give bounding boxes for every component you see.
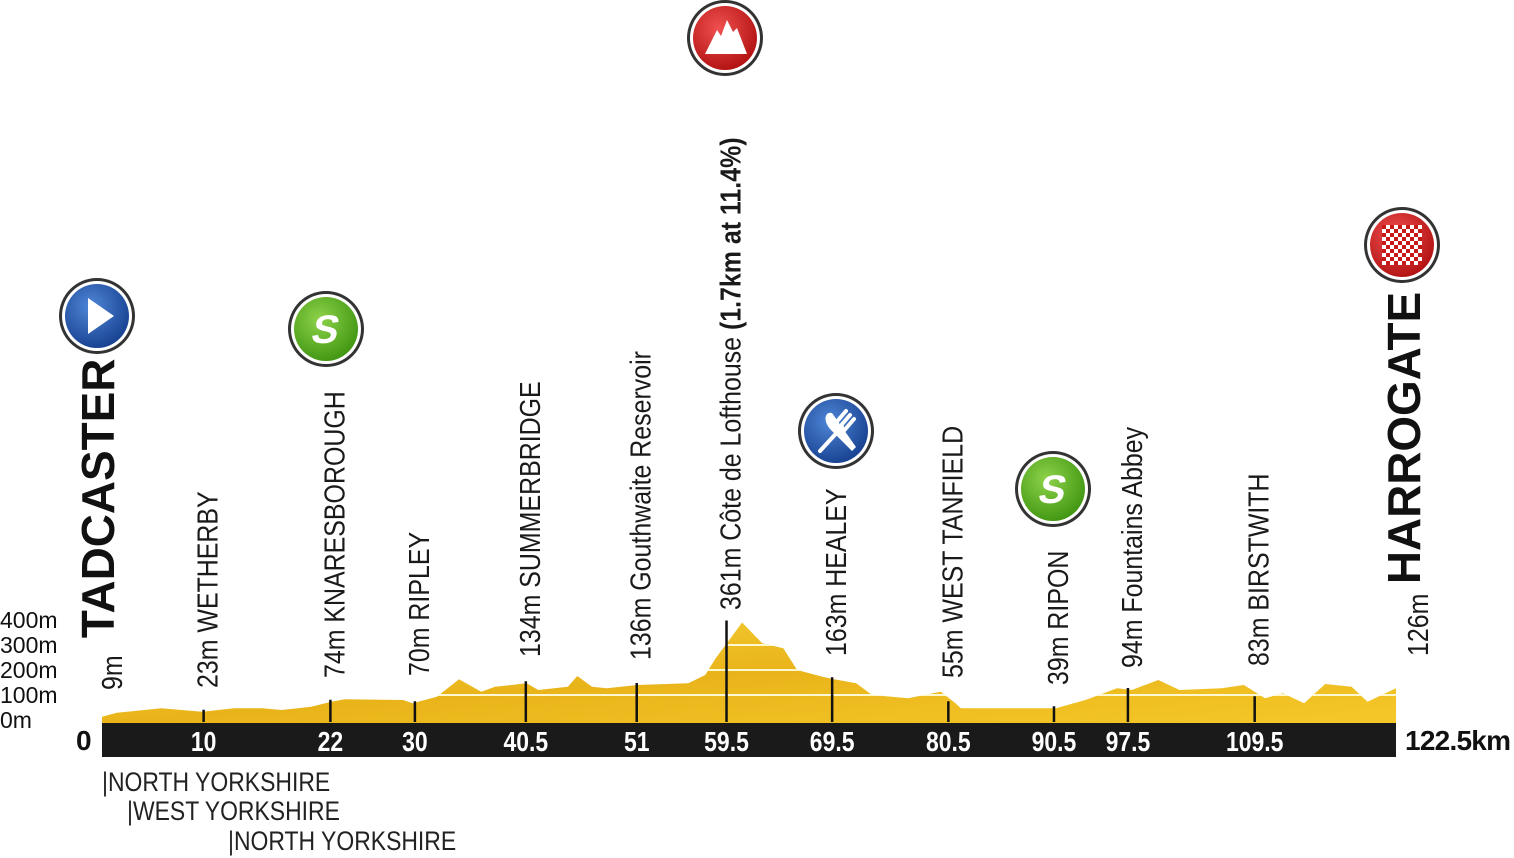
km-tick-label: 59.5 — [704, 727, 749, 758]
waypoint-altitude: 74m — [319, 623, 351, 678]
km-tick-label: 22 — [318, 727, 344, 758]
checkered-flag — [1382, 225, 1422, 265]
feed-zone-icon — [798, 393, 874, 469]
waypoint-name: RIPLEY — [403, 532, 435, 621]
waypoint-text: 134m SUMMERBRIDGE — [514, 381, 546, 657]
waypoint-name-major: TADCASTER — [72, 359, 124, 639]
waypoint-label: 163m HEALEY — [820, 488, 852, 656]
waypoint-altitude: 126m — [1402, 594, 1434, 656]
waypoint-label: 55m WEST TANFIELD — [937, 426, 969, 678]
waypoint-name: Côte de Lofthouse — [715, 337, 747, 541]
waypoint-altitude: 361m — [715, 541, 747, 610]
waypoint-label: 9m TADCASTER — [72, 359, 128, 690]
km-tick-label: 30 — [402, 727, 428, 758]
y-tick-label: 400m — [0, 607, 58, 633]
waypoint-text: 74m KNARESBOROUGH — [319, 391, 351, 678]
waypoint-altitude: 134m — [514, 588, 546, 657]
region-label: |NORTH YORKSHIRE — [228, 826, 456, 856]
waypoint-text: 83m BIRSTWITH — [1243, 473, 1275, 666]
region-label: |WEST YORKSHIRE — [127, 796, 340, 826]
icon-disc — [1021, 457, 1085, 521]
y-tick-label: 200m — [0, 657, 58, 683]
waypoint-label: 136m Gouthwaite Reservoir — [625, 351, 657, 660]
waypoint-name-major: HARROGATE — [1378, 292, 1430, 584]
waypoint-name: Fountains Abbey — [1116, 426, 1148, 612]
km-tick-label: 51 — [624, 727, 650, 758]
waypoint-name: WEST TANFIELD — [937, 426, 969, 623]
waypoint-label: 126m HARROGATE — [1378, 292, 1434, 656]
km-tick-label: 80.5 — [926, 727, 971, 758]
km-tick-label: 69.5 — [810, 727, 855, 758]
km-tick-label: 40.5 — [503, 727, 548, 758]
waypoint-label: 94m Fountains Abbey — [1116, 426, 1148, 668]
waypoint-altitude: 94m — [1116, 613, 1148, 668]
waypoint-altitude: 39m — [1042, 630, 1074, 685]
waypoint-altitude: 83m — [1243, 611, 1275, 666]
waypoint-altitude: 70m — [403, 621, 435, 676]
waypoint-text: 163m HEALEY — [820, 488, 852, 656]
distance-bar — [102, 723, 1396, 757]
y-tick-label: 0m — [0, 707, 32, 733]
x-end-label: 122.5km — [1405, 725, 1511, 756]
waypoint-altitude: 136m — [625, 591, 657, 660]
waypoint-text: 94m Fountains Abbey — [1116, 426, 1148, 668]
waypoint-text: 55m WEST TANFIELD — [937, 426, 969, 678]
y-tick-label: 100m — [0, 682, 58, 708]
waypoint-name: HEALEY — [820, 488, 852, 586]
waypoint-altitude: 23m — [192, 633, 224, 688]
x-start-label: 0 — [76, 725, 92, 756]
waypoint-label: 23m WETHERBY — [192, 491, 224, 688]
waypoint-label: 83m BIRSTWITH — [1243, 473, 1275, 666]
waypoint-name: RIPON — [1042, 551, 1074, 630]
sprint-icon: S — [288, 291, 364, 367]
waypoint-name: KNARESBOROUGH — [319, 391, 351, 622]
climb-detail: (1.7km at 11.4%) — [715, 137, 747, 337]
waypoint-label: 134m SUMMERBRIDGE — [514, 381, 546, 657]
waypoint-label: 74m KNARESBOROUGH — [319, 391, 351, 678]
waypoint-name: Gouthwaite Reservoir — [625, 351, 657, 591]
mountain-shape — [705, 20, 747, 54]
kom-mountain-icon — [687, 0, 763, 76]
km-tick-label: 109.5 — [1226, 727, 1283, 758]
waypoint-altitude: 163m — [820, 587, 852, 656]
knife-shape — [825, 412, 856, 451]
y-tick-label: 300m — [0, 632, 58, 658]
waypoint-text: 23m WETHERBY — [192, 491, 224, 688]
km-tick-label: 90.5 — [1032, 727, 1077, 758]
waypoint-label: 39m RIPON — [1042, 551, 1074, 685]
icon-disc — [294, 297, 358, 361]
waypoint-text: 70m RIPLEY — [403, 532, 435, 676]
elevation-profile-area — [102, 622, 1396, 723]
sprint-icon: S — [1015, 451, 1091, 527]
waypoint-name: BIRSTWITH — [1243, 473, 1275, 610]
waypoint-name: SUMMERBRIDGE — [514, 381, 546, 587]
waypoint-altitude: 55m — [937, 623, 969, 678]
waypoint-name: WETHERBY — [192, 491, 224, 632]
waypoint-text: 39m RIPON — [1042, 551, 1074, 685]
start-icon — [59, 278, 135, 354]
km-tick-label: 97.5 — [1106, 727, 1151, 758]
waypoint-text: 136m Gouthwaite Reservoir — [625, 351, 657, 660]
play-triangle — [88, 298, 114, 334]
waypoint-label: 361m Côte de Lofthouse (1.7km at 11.4%) — [715, 137, 747, 610]
region-label: |NORTH YORKSHIRE — [102, 767, 330, 797]
waypoint-text: 361m Côte de Lofthouse (1.7km at 11.4%) — [715, 137, 747, 610]
waypoint-label: 70m RIPLEY — [403, 532, 435, 676]
fork-shape — [818, 409, 856, 453]
km-tick-label: 10 — [191, 727, 217, 758]
finish-icon — [1364, 207, 1440, 283]
waypoint-altitude: 9m — [96, 655, 128, 690]
